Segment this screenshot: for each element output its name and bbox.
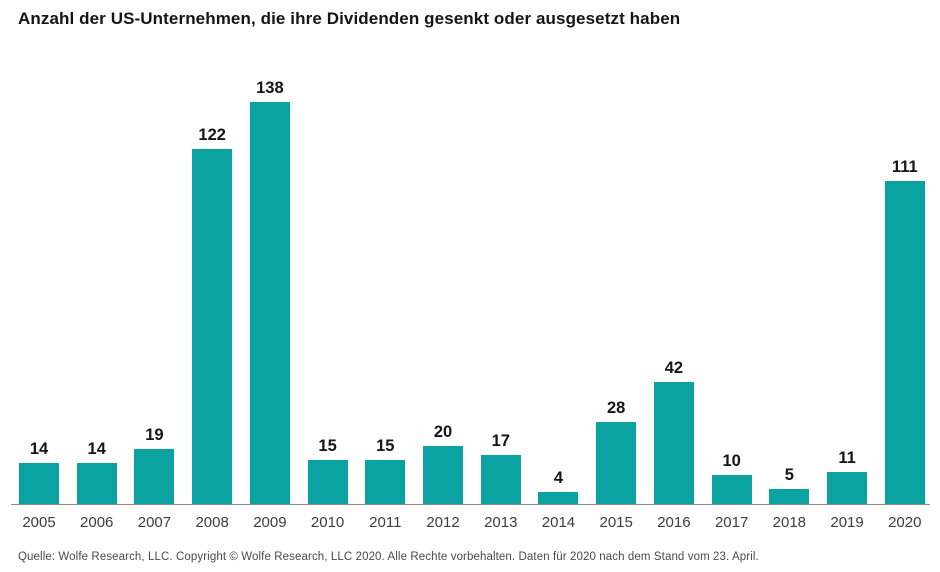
bar-column: 20	[423, 103, 464, 504]
bar-chart: 14 14 19 122 138 15 15 20 17 4 28 42 10 5 11 111 2005 20…	[11, 79, 930, 531]
bar-column: 15	[365, 103, 406, 504]
bar	[76, 463, 117, 504]
bar-value-label: 20	[433, 422, 453, 441]
x-tick-label: 2019	[830, 514, 864, 531]
plot-area: 14 14 19 122 138 15 15 20 17 4 28 42 10 5 11 111	[11, 79, 930, 505]
bar	[480, 454, 521, 504]
bar	[307, 460, 348, 504]
bar-column: 28	[596, 103, 637, 504]
bar-column: 122	[192, 103, 233, 504]
x-tick-label: 2013	[484, 514, 518, 531]
x-tick-label: 2018	[772, 514, 807, 531]
bar-value-label: 10	[722, 451, 741, 470]
bar	[653, 381, 694, 504]
x-tick-label: 2016	[657, 514, 691, 531]
bar-value-label: 122	[198, 125, 226, 144]
bar	[365, 460, 406, 504]
chart-title: Anzahl der US-Unternehmen, die ihre Divi…	[18, 9, 681, 28]
bar-value-label: 138	[256, 79, 284, 97]
bar	[19, 463, 59, 504]
x-tick-label: 2005	[22, 514, 56, 531]
x-tick-label: 2015	[599, 514, 633, 531]
bar-value-label: 11	[838, 449, 856, 467]
bar	[711, 474, 752, 504]
bar-column: 11	[827, 103, 868, 504]
bar-value-label: 15	[376, 437, 395, 456]
x-tick-label: 2020	[888, 514, 922, 531]
x-tick-label: 2006	[80, 514, 114, 531]
x-tick-label: 2011	[369, 514, 402, 531]
bar-column: 17	[480, 103, 521, 504]
bar-value-label: 14	[87, 440, 106, 459]
bar	[884, 180, 925, 504]
x-tick-label: 2007	[137, 514, 172, 531]
x-axis-labels: 2005 2006 2007 2008 2009 2010 2011 2012 2013 2014…	[11, 505, 930, 531]
bar-value-label: 28	[607, 399, 626, 418]
bar-column: 14	[19, 103, 59, 504]
bar-value-label: 4	[553, 469, 564, 488]
bar	[134, 448, 175, 504]
bar-value-label: 19	[145, 425, 164, 444]
x-tick-label: 2012	[426, 514, 460, 531]
x-tick-label: 2008	[195, 514, 229, 531]
bar	[192, 148, 233, 504]
bar-column: 42	[653, 103, 694, 504]
bar-column: 111	[884, 103, 925, 504]
x-tick-label: 2010	[310, 514, 345, 531]
bar-column: 4	[538, 103, 579, 504]
bar-value-label: 42	[664, 358, 684, 377]
x-tick-label: 2014	[541, 514, 576, 531]
bar	[538, 492, 579, 504]
bar-value-label: 14	[29, 440, 49, 459]
bar-value-label: 15	[318, 437, 337, 456]
bar-column: 14	[76, 103, 117, 504]
bar-column: 5	[769, 103, 810, 504]
bar	[596, 422, 637, 504]
bar-column: 138	[249, 79, 290, 504]
bar	[423, 445, 464, 504]
bar-column: 10	[711, 103, 752, 504]
bar-column: 19	[134, 103, 175, 504]
chart-figure: Anzahl der US-Unternehmen, die ihre Divi…	[0, 8, 940, 572]
bar-value-label: 111	[891, 157, 918, 176]
bar-value-label: 17	[491, 431, 510, 450]
x-tick-label: 2017	[714, 514, 749, 531]
x-tick-label: 2009	[253, 514, 287, 531]
bar	[769, 489, 810, 504]
bar	[827, 472, 868, 504]
bar-value-label: 5	[784, 466, 794, 485]
source-note: Quelle: Wolfe Research, LLC. Copyright ©…	[18, 551, 759, 563]
bar	[249, 102, 290, 504]
bar-column: 15	[307, 103, 348, 504]
